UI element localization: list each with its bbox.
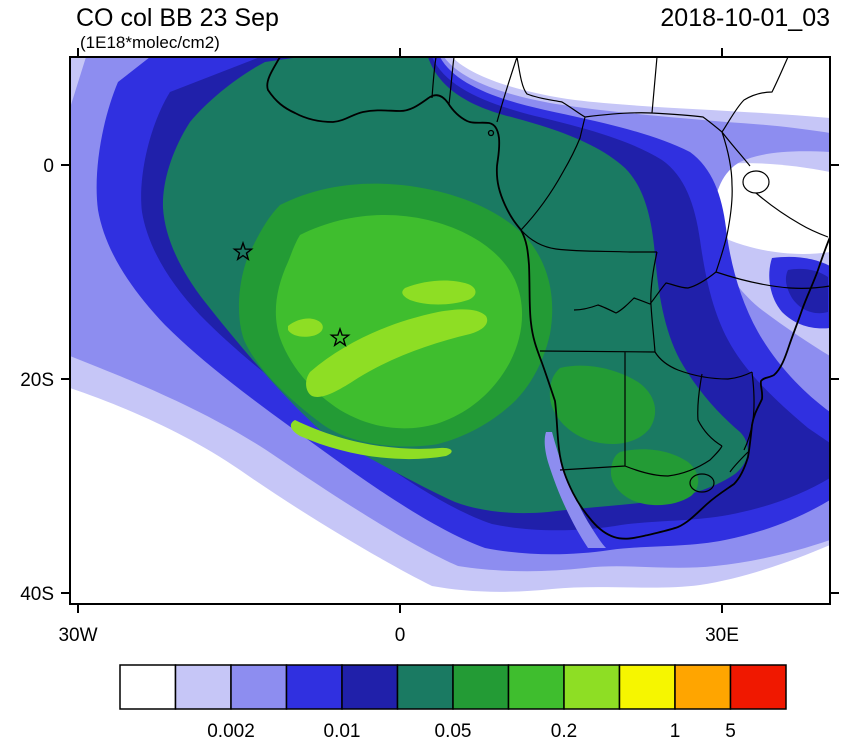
y-tick-label-40s: 40S [20, 584, 54, 605]
colorbar-cell [285, 664, 343, 710]
country-borders [431, 57, 830, 477]
colorbar [119, 664, 787, 710]
colorbar-cell [618, 664, 676, 710]
colorbar-label: 0.002 [207, 721, 255, 742]
colorbar-label: 5 [725, 721, 736, 742]
colorbar-cell [563, 664, 621, 710]
east-coast-plume-navy [785, 268, 828, 314]
co-field-level-6-land-southafrica [610, 449, 699, 506]
map-field [70, 57, 830, 604]
colorbar-cell [396, 664, 454, 710]
namibia-coastal-gap [544, 432, 606, 548]
x-tick-label-30e: 30E [705, 625, 739, 646]
plot-title: CO col BB 23 Sep [76, 4, 279, 32]
co-field-level-8-streaks [288, 280, 488, 460]
colorbar-cell [230, 664, 288, 710]
plot-timestamp: 2018-10-01_03 [660, 4, 830, 32]
colorbar-cell [119, 664, 177, 710]
africa-coastline [266, 57, 830, 540]
colorbar-cell [729, 664, 787, 710]
colorbar-cell [452, 664, 510, 710]
bioko-island [487, 129, 495, 137]
colorbar-cell [507, 664, 565, 710]
y-tick-label-0: 0 [43, 156, 54, 177]
colorbar-label: 1 [670, 721, 681, 742]
colorbar-cell [674, 664, 732, 710]
co-field-level-6-land-angola [549, 365, 656, 444]
plot-units-subtitle: (1E18*molec/cm2) [80, 33, 220, 52]
colorbar-label: 0.01 [324, 721, 361, 742]
y-tick-label-20s: 20S [20, 370, 54, 391]
x-tick-label-0: 0 [395, 625, 406, 646]
colorbar-cell [174, 664, 232, 710]
colorbar-cell [341, 664, 399, 710]
lesotho-border [689, 473, 715, 493]
lake-victoria [742, 170, 770, 194]
plot-frame [69, 56, 831, 605]
colorbar-label: 0.05 [435, 721, 472, 742]
axis-ticks [61, 48, 839, 613]
x-tick-label-30w: 30W [58, 625, 97, 646]
colorbar-label: 0.2 [551, 721, 577, 742]
